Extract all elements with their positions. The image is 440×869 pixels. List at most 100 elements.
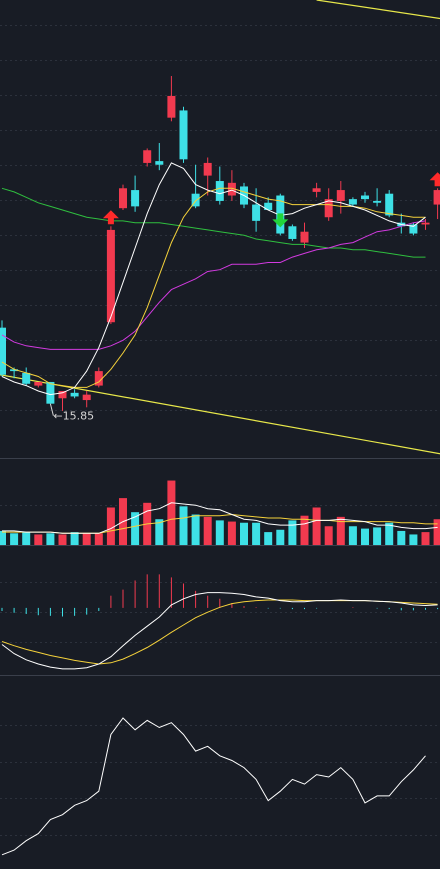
volume-bar [397, 530, 406, 545]
volume-bar [312, 507, 321, 545]
candle [385, 190, 394, 218]
candle [288, 224, 297, 241]
up-arrow-signal [429, 172, 440, 187]
volume-bar [155, 519, 164, 545]
volume-bar [22, 532, 31, 545]
volume-bar [191, 514, 200, 545]
candle-body [106, 229, 115, 323]
volume-bar [0, 530, 6, 545]
candle-body [324, 199, 333, 218]
ma60-line [1, 187, 426, 258]
candle [82, 391, 91, 408]
candle-body [215, 181, 224, 201]
candle-body [46, 381, 55, 404]
candle-body [34, 381, 43, 386]
volume-bar [58, 534, 67, 545]
candle-body [82, 394, 91, 401]
candle [34, 381, 43, 388]
candle-body [348, 199, 357, 205]
ma20-line [1, 220, 426, 350]
candle-body [10, 369, 19, 372]
candle [227, 170, 236, 201]
candle [336, 181, 345, 214]
candle-body [361, 195, 369, 200]
volume-bar [94, 533, 103, 545]
candle-body [373, 200, 382, 203]
volume-bar [203, 516, 212, 545]
macd-dif-line [1, 592, 438, 670]
volume-bar [385, 522, 394, 545]
candle-body [22, 372, 31, 384]
volume-bar [300, 515, 309, 545]
down-arrow-signal [272, 213, 289, 228]
indicator-line [1, 717, 426, 856]
volume-bar [240, 522, 248, 545]
volume-bar [46, 533, 55, 545]
candle [22, 367, 31, 386]
volume-bar [227, 521, 236, 545]
candle [203, 157, 212, 196]
min-price-label: ←15.85 [53, 410, 94, 423]
volume-bar [131, 512, 140, 545]
volume-bar [82, 533, 91, 545]
candle [300, 222, 309, 249]
candle-body [119, 188, 127, 209]
candle [179, 106, 188, 163]
candle-body [227, 182, 236, 196]
candle [312, 182, 321, 198]
candle [131, 175, 140, 212]
volume-bar [70, 532, 79, 545]
candle-body [203, 162, 212, 176]
candle-body [336, 190, 345, 201]
candle [167, 76, 176, 122]
volume-bar [373, 527, 382, 545]
candle-body [288, 226, 297, 239]
candle [155, 143, 164, 171]
volume-bar [264, 532, 273, 545]
candle [361, 191, 369, 203]
candle-body [409, 224, 418, 234]
candle [373, 188, 382, 207]
volume-bar [167, 480, 176, 545]
price-panel: ←15.85 [0, 0, 440, 455]
volume-bar [215, 520, 224, 545]
upper-trendline [316, 0, 440, 20]
candle-body [155, 161, 164, 165]
candle [421, 219, 430, 230]
candle-body [312, 188, 321, 192]
volume-bar [348, 526, 357, 545]
candle-body [300, 231, 309, 243]
volume-bar [179, 506, 188, 545]
volume-bar [336, 516, 345, 545]
candle-body [191, 193, 200, 207]
candle [46, 381, 55, 404]
min-pointer [49, 403, 54, 416]
candle-body [252, 204, 261, 221]
candle-body [70, 392, 79, 397]
candle-body [94, 371, 103, 386]
candle-body [131, 190, 140, 207]
up-arrow-signal [102, 210, 119, 225]
macd-panel [1, 574, 439, 670]
candle [348, 197, 357, 207]
ma10-line [1, 187, 426, 388]
candle [215, 166, 224, 205]
candle [106, 226, 115, 325]
candle [119, 184, 127, 210]
candle [70, 389, 79, 399]
ma5-line [1, 162, 426, 396]
candle-body [167, 95, 176, 118]
volume-panel [0, 480, 440, 545]
volume-bar [421, 532, 430, 545]
volume-bar [361, 528, 369, 545]
volume-ma-white [2, 502, 438, 534]
candle [0, 320, 6, 377]
candle-body [0, 327, 6, 375]
volume-bar [288, 520, 297, 545]
volume-bar [324, 526, 333, 545]
volume-bar [433, 519, 440, 545]
volume-bar [276, 529, 285, 545]
candle [433, 188, 440, 220]
